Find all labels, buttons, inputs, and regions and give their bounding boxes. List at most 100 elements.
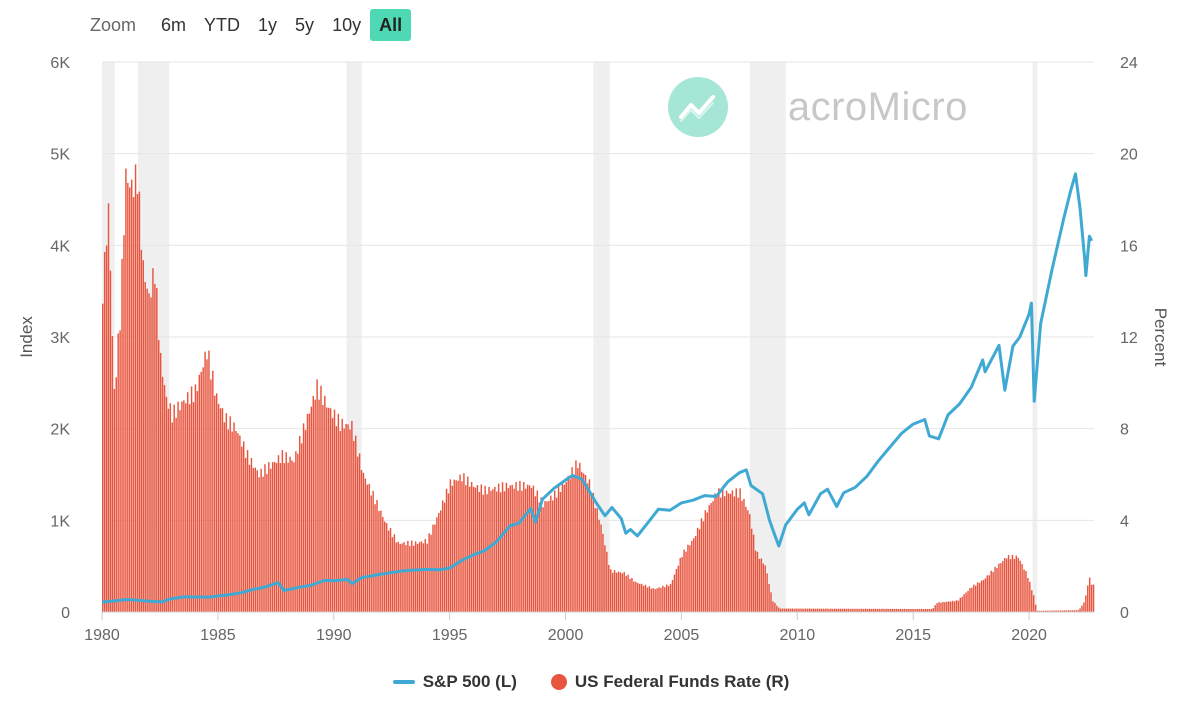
zoom-label: Zoom [90, 14, 137, 35]
zoom-all-button[interactable]: All [370, 9, 412, 41]
fed-funds-bar [214, 395, 216, 612]
x-tick-label: 2020 [1011, 627, 1047, 644]
fed-funds-bar [658, 587, 660, 612]
fed-funds-bar [544, 501, 546, 612]
fed-funds-bar [132, 197, 135, 612]
fed-funds-bar [633, 581, 635, 612]
fed-funds-bar [326, 407, 328, 612]
legend-item-sp500[interactable]: S&P 500 (L) [392, 672, 517, 692]
fed-funds-bar [926, 609, 929, 612]
fed-funds-bar [951, 600, 954, 612]
fed-funds-bar [208, 350, 210, 612]
zoom-1y-button[interactable]: 1y [258, 15, 278, 35]
fed-funds-bar [893, 608, 896, 612]
fed-funds-bar [310, 406, 313, 612]
fed-funds-bar [613, 570, 616, 612]
fed-funds-bar [795, 608, 797, 612]
fed-funds-bar [1027, 577, 1029, 612]
fed-funds-bar [729, 493, 732, 612]
fed-funds-bar [973, 584, 975, 612]
fed-funds-bar [776, 605, 778, 612]
fed-funds-bar [119, 330, 121, 612]
fed-funds-bar [233, 422, 235, 612]
fed-funds-bar [1025, 570, 1027, 612]
fed-funds-bar [362, 472, 365, 612]
fed-funds-bar [273, 461, 276, 612]
fed-funds-bar [602, 533, 604, 612]
fed-funds-bar [198, 374, 201, 612]
x-axis-ticks: 1980 1985 1990 1995 2000 2005 2010 2015 2020 [84, 612, 1047, 644]
fed-funds-bar [297, 453, 299, 612]
fed-funds-bar [853, 608, 855, 612]
fed-funds-bar [333, 409, 336, 612]
fed-funds-bar [758, 558, 761, 612]
macromicro-logo-icon [668, 77, 728, 137]
fed-funds-bar [866, 608, 869, 612]
fed-funds-bar [1073, 610, 1075, 612]
fed-funds-bar [159, 352, 162, 612]
fed-funds-bar [488, 486, 490, 612]
fed-funds-bar [665, 584, 668, 612]
fed-funds-bar [1036, 610, 1039, 612]
fed-funds-bar [843, 608, 846, 612]
fed-funds-bar [859, 608, 861, 612]
fed-funds-bar [295, 451, 297, 612]
fed-funds-bar [1042, 610, 1045, 612]
y-left-tick-label: 3K [50, 330, 70, 347]
fed-funds-bar [584, 475, 587, 612]
fed-funds-bar [125, 168, 127, 612]
fed-funds-bar [530, 488, 533, 612]
fed-funds-bar [1052, 610, 1054, 612]
fed-funds-bar [252, 467, 255, 612]
fed-funds-bar [712, 501, 714, 612]
zoom-5y-button[interactable]: 5y [295, 15, 315, 35]
fed-funds-bar [623, 572, 625, 612]
fed-funds-bar [451, 485, 454, 612]
fed-funds-bar [824, 608, 826, 612]
fed-funds-bar [532, 485, 535, 612]
fed-funds-bar [345, 423, 347, 612]
fed-funds-bar [181, 401, 183, 612]
fed-funds-bar [982, 580, 985, 612]
fed-funds-bar [640, 583, 643, 612]
fed-funds-bar [710, 503, 712, 612]
zoom-6m-button[interactable]: 6m [161, 15, 187, 35]
watermark-text: MacroMicro [754, 84, 968, 129]
fed-funds-bar [109, 270, 112, 612]
fed-funds-bar [1077, 610, 1079, 612]
fed-funds-bar [1005, 558, 1008, 612]
fed-funds-bar [646, 587, 649, 612]
fed-funds-bar [737, 497, 739, 612]
fed-funds-bar [470, 482, 473, 612]
fed-funds-bar [953, 601, 956, 612]
fed-funds-bar [965, 592, 967, 612]
fed-funds-bar [418, 542, 421, 612]
fed-funds-bar [194, 384, 197, 612]
fed-funds-bar [845, 608, 848, 612]
fed-funds-bar [1075, 610, 1077, 612]
fed-funds-bar [426, 543, 428, 612]
fed-funds-bar [664, 587, 666, 612]
legend-item-fedfunds[interactable]: US Federal Funds Rate (R) [550, 672, 789, 692]
y-right-tick-label: 8 [1120, 422, 1129, 439]
y-right-tick-label: 0 [1120, 605, 1129, 622]
fed-funds-bar [192, 402, 195, 612]
fed-funds-bar [689, 545, 691, 612]
zoom-ytd-button[interactable]: YTD [204, 15, 241, 35]
fed-funds-bar [156, 287, 158, 612]
fed-funds-bar [497, 483, 500, 612]
fed-funds-bar [837, 608, 840, 612]
fed-funds-bar [723, 496, 726, 612]
fed-funds-bar [526, 484, 529, 612]
fed-funds-bar [347, 424, 349, 612]
zoom-10y-button[interactable]: 10y [332, 15, 362, 35]
fed-funds-bar [505, 482, 508, 612]
fed-funds-bar [378, 511, 380, 612]
fed-funds-bar [890, 608, 892, 612]
fed-funds-bar [358, 453, 361, 612]
fed-funds-bar [662, 585, 664, 612]
fed-funds-bar [129, 187, 131, 613]
fed-funds-bar [882, 608, 884, 612]
fed-funds-bar [1088, 577, 1091, 612]
fed-funds-bar [389, 527, 392, 612]
